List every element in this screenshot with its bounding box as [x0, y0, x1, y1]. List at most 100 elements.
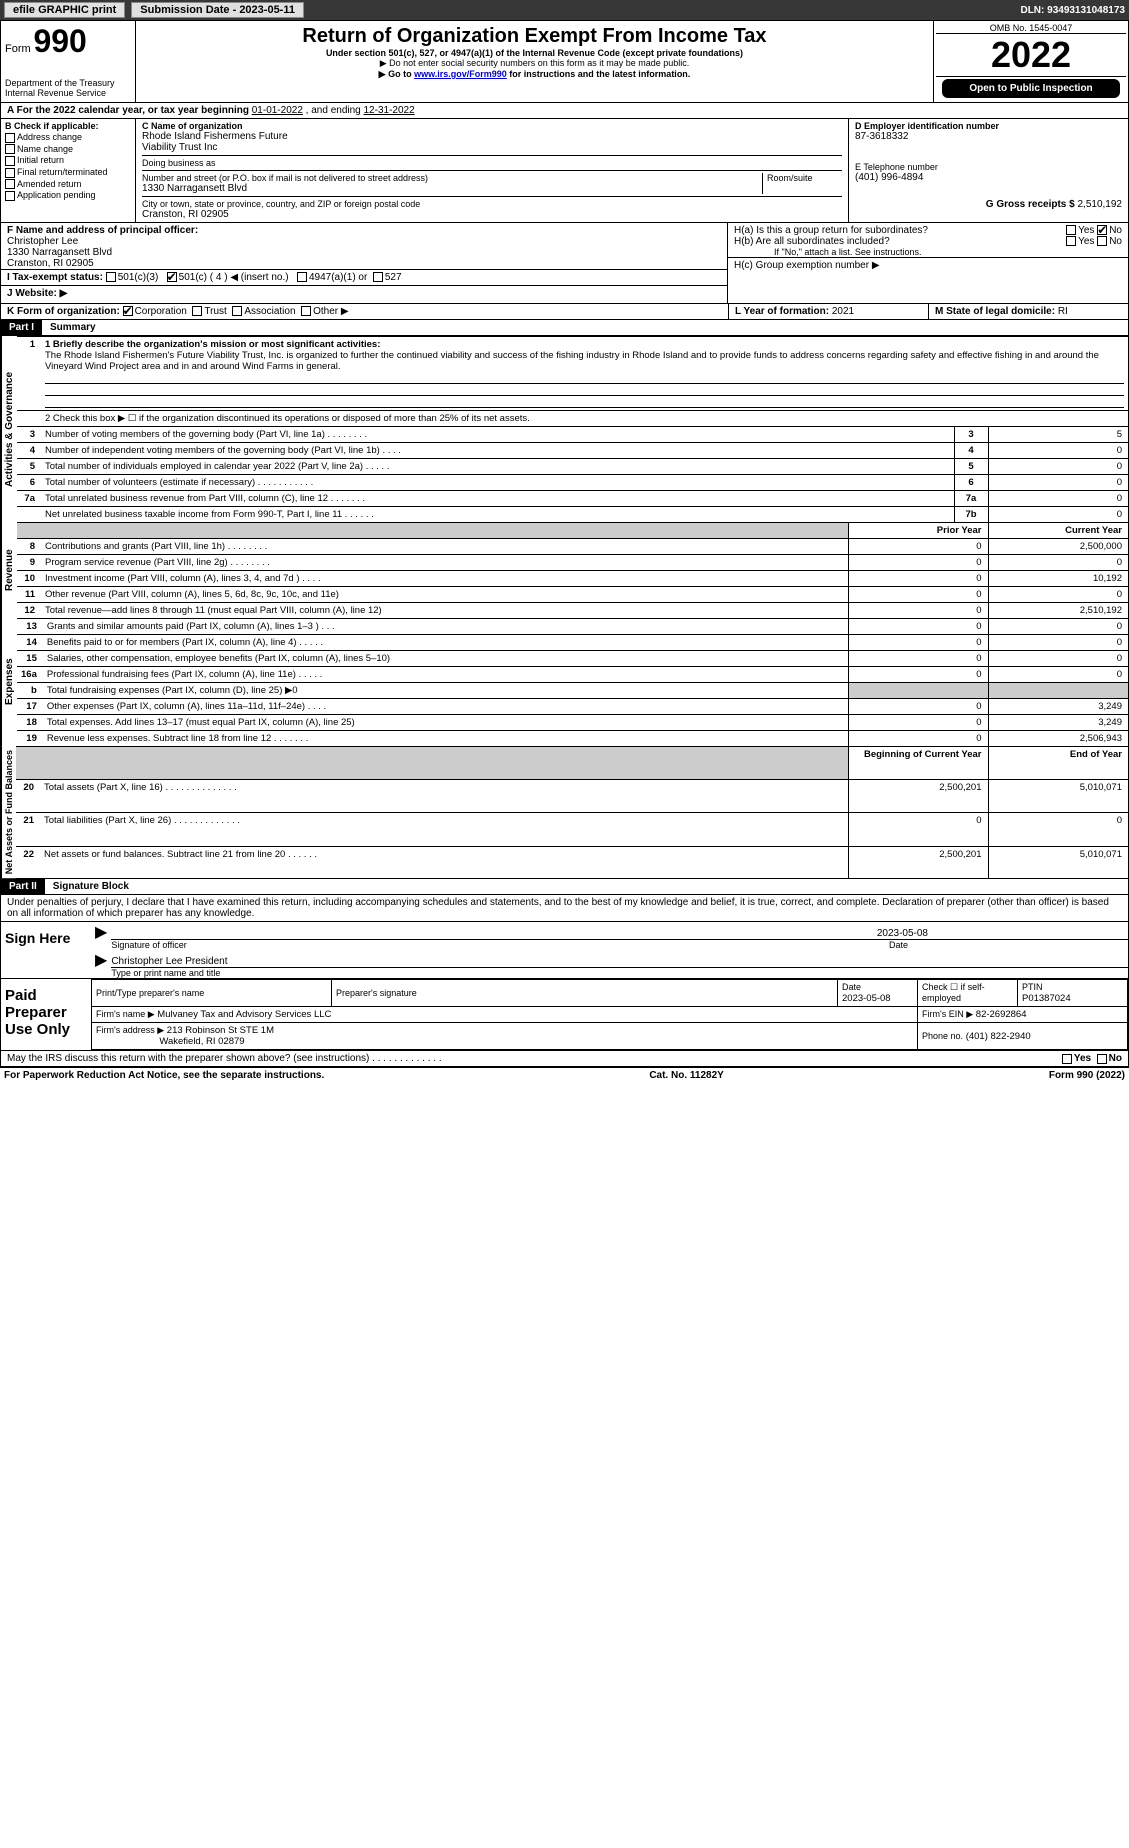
firm-addr2: Wakefield, RI 02879 — [159, 1036, 244, 1047]
k-trust[interactable]: Trust — [204, 306, 226, 317]
netassets-block: Net Assets or Fund Balances Beginning of… — [0, 746, 1129, 879]
cb-final-return[interactable]: Final return/terminated — [17, 167, 108, 177]
row-a-begin: 01-01-2022 — [252, 105, 303, 116]
hc-label: H(c) Group exemption number ▶ — [728, 257, 1128, 273]
side-label-net: Net Assets or Fund Balances — [1, 746, 16, 878]
sign-here-block: Sign Here ▶ 2023-05-08 Signature of offi… — [0, 922, 1129, 979]
part1-label: Part I — [1, 320, 42, 335]
f-city: Cranston, RI 02905 — [7, 258, 721, 269]
revenue-block: Revenue Prior YearCurrent Year 8Contribu… — [0, 522, 1129, 618]
i-501c3[interactable]: 501(c)(3) — [118, 272, 159, 283]
cb-amended[interactable]: Amended return — [17, 179, 82, 189]
sig-officer-label: Signature of officer — [111, 940, 186, 950]
part1-header: Part I Summary — [0, 320, 1129, 336]
prep-check-label: Check ☐ if self-employed — [922, 982, 985, 1003]
form-title: Return of Organization Exempt From Incom… — [140, 25, 929, 48]
row-a: A For the 2022 calendar year, or tax yea… — [0, 103, 1129, 119]
i-501c[interactable]: 501(c) ( 4 ) ◀ (insert no.) — [179, 272, 289, 283]
k-assoc[interactable]: Association — [244, 306, 295, 317]
goto-prefix: ▶ Go to — [379, 69, 414, 79]
footer-left: For Paperwork Reduction Act Notice, see … — [4, 1070, 324, 1081]
discuss-yes[interactable]: Yes — [1074, 1053, 1091, 1064]
f-label: F Name and address of principal officer: — [7, 225, 721, 236]
cb-app-pending[interactable]: Application pending — [17, 190, 96, 200]
e-phone-label: E Telephone number — [855, 162, 1122, 172]
dln-label: DLN: 93493131048173 — [1020, 5, 1125, 16]
form-header: Form 990 Department of the Treasury Inte… — [0, 20, 1129, 103]
ptin-val: P01387024 — [1022, 993, 1071, 1004]
expense-block: Expenses 13Grants and similar amounts pa… — [0, 618, 1129, 746]
form-number: 990 — [33, 23, 86, 59]
cb-initial-return[interactable]: Initial return — [17, 155, 64, 165]
tax-year: 2022 — [936, 33, 1126, 77]
row-a-mid: , and ending — [306, 105, 364, 116]
hb-yes[interactable]: Yes — [1078, 236, 1094, 247]
prep-date-label: Date — [842, 982, 861, 992]
perjury-text: Under penalties of perjury, I declare th… — [0, 895, 1129, 922]
ha-yes[interactable]: Yes — [1078, 225, 1094, 236]
k-label: K Form of organization: — [7, 306, 120, 317]
dba-label: Doing business as — [142, 158, 842, 168]
g-gross-label: G Gross receipts $ — [986, 199, 1075, 210]
hb-no[interactable]: No — [1109, 236, 1122, 247]
hdr-prior: Prior Year — [848, 523, 988, 539]
k-other[interactable]: Other ▶ — [313, 306, 348, 317]
phone-val: (401) 822-2940 — [966, 1031, 1031, 1042]
street-label: Number and street (or P.O. box if mail i… — [142, 173, 762, 183]
form-word: Form — [5, 43, 31, 55]
paid-preparer-block: Paid Preparer Use Only Print/Type prepar… — [0, 979, 1129, 1051]
ha-no[interactable]: No — [1109, 225, 1122, 236]
l-value: 2021 — [832, 306, 854, 317]
city-label: City or town, state or province, country… — [142, 199, 842, 209]
discuss-row: May the IRS discuss this return with the… — [0, 1051, 1129, 1067]
d-ein-value: 87-3618332 — [855, 131, 1122, 142]
row-a-prefix: A For the 2022 calendar year, or tax yea… — [7, 105, 252, 116]
submission-date-label: Submission Date - 2023-05-11 — [131, 2, 304, 18]
g-gross-value: 2,510,192 — [1078, 199, 1123, 210]
dept-treasury: Department of the Treasury — [5, 78, 131, 88]
firm-ein-label: Firm's EIN ▶ — [922, 1009, 973, 1019]
e-phone-value: (401) 996-4894 — [855, 172, 1122, 183]
col-b: B Check if applicable: Address change Na… — [1, 119, 136, 222]
k-corp[interactable]: Corporation — [135, 306, 187, 317]
hdr-current: Current Year — [988, 523, 1128, 539]
cb-name-change[interactable]: Name change — [17, 144, 73, 154]
part2-label: Part II — [1, 879, 45, 894]
q1-text: The Rhode Island Fishermen's Future Viab… — [45, 350, 1099, 372]
i-label: I Tax-exempt status: — [7, 272, 103, 283]
c-name-label: C Name of organization — [142, 121, 842, 131]
officer-name: Christopher Lee President — [111, 956, 227, 967]
goto-suffix: for instructions and the latest informat… — [507, 69, 691, 79]
irs-link[interactable]: www.irs.gov/Form990 — [414, 69, 507, 79]
sign-here-label: Sign Here — [1, 922, 91, 978]
cb-address-change[interactable]: Address change — [17, 132, 82, 142]
row-a-end: 12-31-2022 — [364, 105, 415, 116]
footer: For Paperwork Reduction Act Notice, see … — [0, 1067, 1129, 1083]
q2-text: 2 Check this box ▶ ☐ if the organization… — [41, 411, 1128, 427]
prep-name-label: Print/Type preparer's name — [96, 988, 204, 998]
side-label-revenue: Revenue — [1, 522, 17, 618]
org-name-1: Rhode Island Fishermens Future — [142, 131, 842, 142]
col-b-header: B Check if applicable: — [5, 121, 131, 131]
firm-addr1: 213 Robinson St STE 1M — [167, 1025, 274, 1036]
i-527[interactable]: 527 — [385, 272, 402, 283]
ptin-label: PTIN — [1022, 982, 1043, 992]
j-label: J Website: ▶ — [7, 288, 67, 299]
firm-addr-label: Firm's address ▶ — [96, 1025, 164, 1035]
discuss-no[interactable]: No — [1109, 1053, 1122, 1064]
officer-type-label: Type or print name and title — [111, 968, 1128, 978]
m-value: RI — [1058, 306, 1068, 317]
side-label-expenses: Expenses — [1, 618, 17, 746]
ssn-note: ▶ Do not enter social security numbers o… — [140, 58, 929, 69]
f-street: 1330 Narragansett Blvd — [7, 247, 721, 258]
part2-title: Signature Block — [53, 881, 129, 892]
sig-date-label: Date — [889, 940, 908, 950]
phone-label: Phone no. — [922, 1031, 963, 1041]
i-4947[interactable]: 4947(a)(1) or — [309, 272, 367, 283]
hb-note: If "No," attach a list. See instructions… — [734, 247, 1122, 257]
omb-number: OMB No. 1545-0047 — [936, 23, 1126, 33]
city-value: Cranston, RI 02905 — [142, 209, 842, 220]
part2-header: Part II Signature Block — [0, 879, 1129, 895]
firm-ein: 82-2692864 — [976, 1009, 1027, 1020]
side-label-governance: Activities & Governance — [1, 336, 17, 522]
